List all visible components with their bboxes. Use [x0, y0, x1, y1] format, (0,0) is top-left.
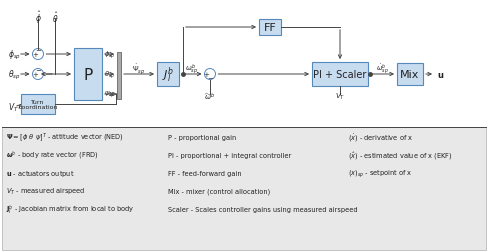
Text: +: +	[32, 72, 38, 78]
Text: $\phi_{sp}$: $\phi_{sp}$	[8, 48, 21, 61]
Text: $\hat{\theta}$: $\hat{\theta}$	[52, 11, 58, 25]
Circle shape	[204, 69, 216, 80]
Text: $\mathbf{u}$ - actuators output: $\mathbf{u}$ - actuators output	[6, 168, 75, 178]
Text: FF: FF	[264, 23, 276, 33]
Bar	[397, 64, 423, 86]
Text: $V_T$: $V_T$	[8, 101, 19, 114]
Text: $(\hat{x})$ - estimated value of x (EKF): $(\hat{x})$ - estimated value of x (EKF)	[348, 150, 453, 161]
Text: Scaler - Scales controller gains using measured airspeed: Scaler - Scales controller gains using m…	[168, 206, 358, 212]
Text: +: +	[203, 72, 209, 78]
Text: $\mathbf{J}_l^b$ - Jacobian matrix from local to body: $\mathbf{J}_l^b$ - Jacobian matrix from …	[6, 203, 135, 216]
Text: −: −	[35, 67, 41, 73]
Text: $J_l^b$: $J_l^b$	[162, 65, 174, 84]
Text: +: +	[32, 52, 38, 58]
Bar	[117, 53, 121, 100]
Text: $\hat{\phi}$: $\hat{\phi}$	[35, 10, 41, 26]
Text: $\theta_{sp}$: $\theta_{sp}$	[104, 69, 115, 80]
Circle shape	[33, 69, 43, 80]
Bar	[312, 63, 368, 87]
Bar	[2, 128, 486, 250]
Text: $\mathbf{u}$: $\mathbf{u}$	[437, 70, 444, 79]
Text: −: −	[207, 76, 213, 82]
Text: Mix: Mix	[400, 70, 420, 80]
Text: $\omega_{sp}^b$: $\omega_{sp}^b$	[185, 62, 199, 77]
Text: $\psi_{sp}$: $\psi_{sp}$	[104, 89, 116, 100]
Text: Turn
coordination: Turn coordination	[18, 99, 58, 110]
Text: PI - proportional + integral controller: PI - proportional + integral controller	[168, 152, 291, 158]
Text: $\boldsymbol{\omega}^b$ - body rate vector (FRD): $\boldsymbol{\omega}^b$ - body rate vect…	[6, 149, 99, 162]
Text: P: P	[83, 67, 93, 82]
Text: $\widetilde{\omega}^b$: $\widetilde{\omega}^b$	[204, 91, 216, 102]
Text: $\phi_{sp}$: $\phi_{sp}$	[104, 49, 116, 60]
Text: PI + Scaler: PI + Scaler	[313, 70, 366, 80]
Text: $\theta_{sp}$: $\theta_{sp}$	[8, 68, 20, 81]
Bar	[21, 94, 55, 115]
Text: $\dot{\Psi}_{sp}$: $\dot{\Psi}_{sp}$	[132, 62, 146, 77]
Text: −: −	[35, 47, 41, 53]
Bar	[157, 63, 179, 87]
Text: $V_T$ - measured airspeed: $V_T$ - measured airspeed	[6, 186, 85, 196]
Text: $\dot{\omega}_{sp}^b$: $\dot{\omega}_{sp}^b$	[376, 63, 389, 77]
Text: Mix - mixer (control allocation): Mix - mixer (control allocation)	[168, 188, 270, 195]
Circle shape	[33, 49, 43, 60]
Text: $(x)_{sp}$ - setpoint of x: $(x)_{sp}$ - setpoint of x	[348, 168, 413, 179]
Bar	[74, 49, 102, 101]
Text: $\mathbf{\Psi} = [\phi\ \theta\ \psi]^T$ - attitude vector (NED): $\mathbf{\Psi} = [\phi\ \theta\ \psi]^T$…	[6, 131, 124, 144]
Text: $(\dot{x})$ - derivative of x: $(\dot{x})$ - derivative of x	[348, 132, 413, 143]
Text: P - proportional gain: P - proportional gain	[168, 135, 236, 140]
Bar	[259, 20, 281, 36]
Text: FF - feed-forward gain: FF - feed-forward gain	[168, 170, 242, 176]
Text: $V_T$: $V_T$	[335, 91, 345, 102]
